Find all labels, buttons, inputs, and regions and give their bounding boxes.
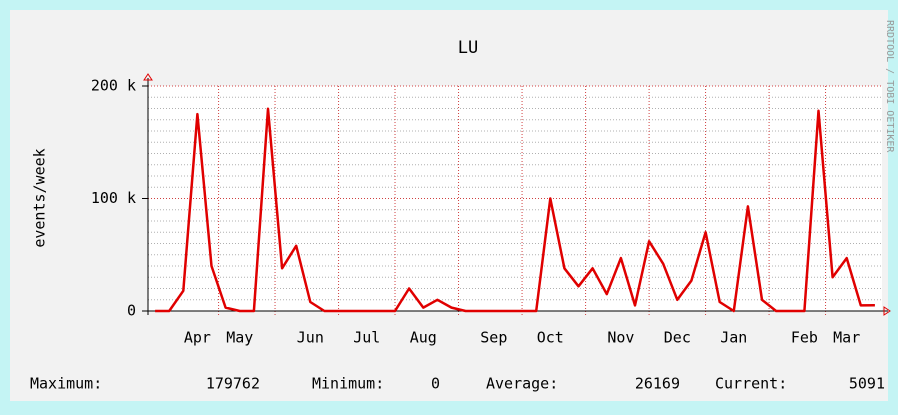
y-tick-label: 100 k (91, 189, 136, 207)
stat-value: 179762 (206, 375, 260, 393)
x-tick-label: Sep (480, 329, 507, 347)
x-tick-label: May (226, 329, 253, 347)
axis-arrow (883, 306, 891, 316)
y-tick-label: 200 k (91, 77, 136, 95)
stat-label: Minimum: (312, 375, 384, 393)
stat-label: Current: (715, 375, 787, 393)
x-tick-label: Jan (720, 329, 747, 347)
x-tick-label: Jun (297, 329, 324, 347)
x-tick-label: Oct (537, 329, 564, 347)
x-tick-label: Feb (791, 329, 818, 347)
data-line (155, 107, 875, 313)
y-axis-label: events/week (31, 148, 49, 247)
x-tick-label: Mar (833, 329, 860, 347)
x-tick-label: Aug (410, 329, 437, 347)
x-tick-label: Nov (607, 329, 634, 347)
y-tick-label: 0 (127, 302, 136, 320)
x-tick-label: Apr (184, 329, 211, 347)
stat-value: 0 (431, 375, 440, 393)
stat-value: 5091 (849, 375, 885, 393)
x-tick-label: Dec (664, 329, 691, 347)
stat-label: Maximum: (30, 375, 102, 393)
chart-title: LU (458, 38, 478, 58)
axis-arrow (143, 73, 153, 81)
stat-value: 26169 (635, 375, 680, 393)
stat-label: Average: (486, 375, 558, 393)
x-tick-label: Jul (353, 329, 380, 347)
watermark: RRDTOOL / TOBI OETIKER (884, 20, 895, 153)
